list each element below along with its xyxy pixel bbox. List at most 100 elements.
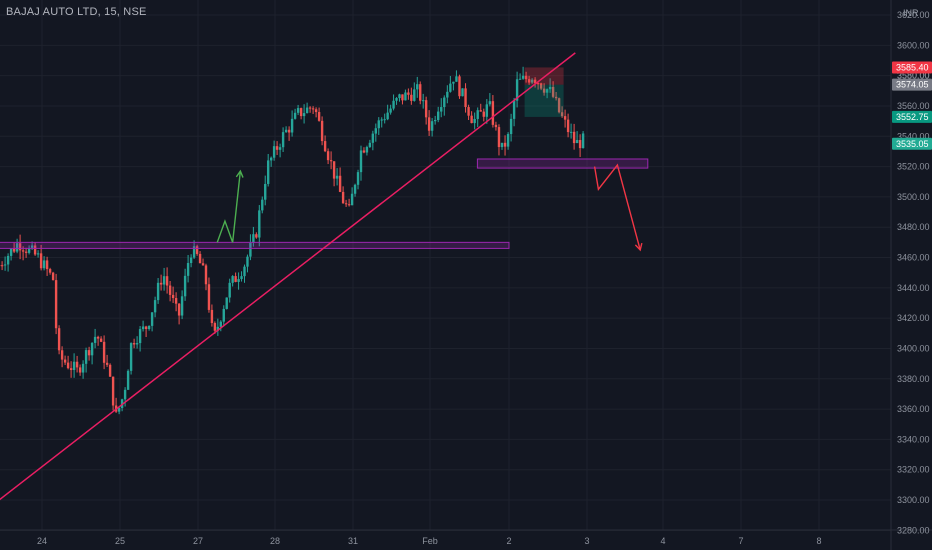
short-position-target-zone[interactable]	[524, 84, 564, 117]
price-badge-label: 3574.05	[896, 80, 929, 90]
candle-body	[560, 112, 564, 117]
candle-body	[147, 325, 151, 329]
candle-body	[60, 350, 64, 360]
candle-body	[180, 296, 184, 316]
candle-body	[433, 119, 437, 122]
candle-body	[407, 92, 410, 95]
candle-body	[39, 253, 43, 269]
candle-body	[335, 175, 339, 179]
candle-body	[126, 370, 130, 390]
candle-body	[491, 101, 495, 125]
candle-body	[84, 350, 88, 364]
candle-body	[515, 79, 519, 101]
candle-body	[102, 341, 106, 363]
price-axis-label: 3340.00	[897, 434, 930, 444]
candle-body	[500, 142, 504, 148]
candle-body	[111, 376, 115, 406]
support-zone-lower[interactable]	[0, 241, 510, 249]
candle-body	[255, 234, 258, 238]
candle-body	[96, 336, 100, 339]
symbol-title: BAJAJ AUTO LTD, 15, NSE	[6, 6, 147, 18]
candle-body	[416, 84, 419, 90]
price-axis-label: 3360.00	[897, 404, 930, 414]
candle-body	[545, 89, 549, 93]
price-badge	[892, 61, 932, 74]
candle-body	[419, 84, 422, 101]
candle-body	[234, 276, 237, 282]
candle-body	[243, 266, 246, 277]
candle-body	[424, 100, 428, 118]
candle-body	[437, 111, 440, 120]
time-axis-label: Feb	[422, 536, 438, 546]
candle-body	[21, 250, 25, 252]
candle-body	[404, 92, 407, 101]
candle-body	[132, 343, 136, 345]
candle-body	[237, 279, 240, 282]
candle-body	[269, 157, 273, 161]
candle-body	[392, 100, 395, 109]
candle-body	[162, 276, 166, 285]
candle-body	[581, 133, 585, 149]
bearish-projection-arrow[interactable]	[593, 163, 641, 251]
candle-body	[506, 134, 510, 147]
candle-body	[557, 98, 561, 113]
candle-body	[278, 147, 282, 150]
candle-body	[213, 323, 217, 331]
candle-body	[518, 78, 522, 80]
candle-body	[3, 264, 7, 266]
candle-body	[389, 108, 392, 113]
candle-body	[410, 94, 413, 101]
candle-body	[246, 256, 249, 267]
candle-body	[0, 265, 4, 267]
candle-body	[204, 265, 208, 285]
candle-body	[524, 75, 528, 80]
price-axis-label: 3520.00	[897, 162, 930, 172]
support-zone-upper[interactable]	[476, 158, 649, 169]
short-position-stop-zone[interactable]	[524, 67, 564, 85]
candle-body	[123, 389, 127, 400]
candle-body	[240, 276, 243, 280]
candle-body	[509, 118, 513, 135]
candle-body	[485, 104, 489, 117]
candle-body	[539, 83, 543, 89]
candle-body	[455, 76, 458, 82]
candle-body	[129, 343, 133, 371]
price-axis-label: 3500.00	[897, 192, 930, 202]
candle-body	[222, 308, 225, 322]
price-axis-panel[interactable]	[891, 0, 932, 550]
candle-body	[168, 285, 172, 295]
candle-body	[293, 112, 297, 119]
candle-body	[329, 160, 333, 162]
candle-body	[45, 260, 49, 270]
candle-body	[374, 128, 378, 134]
candle-body	[48, 269, 52, 273]
price-axis-label: 3300.00	[897, 495, 930, 505]
candle-body	[105, 362, 109, 365]
candle-body	[249, 242, 252, 257]
candle-body	[141, 326, 145, 330]
candle-body	[427, 117, 431, 131]
price-badge	[892, 137, 932, 150]
time-axis-label: 24	[37, 536, 47, 546]
candle-body	[231, 276, 234, 283]
candle-body	[395, 98, 398, 101]
candle-body	[219, 321, 223, 327]
candle-body	[452, 81, 455, 84]
time-axis-label: 4	[660, 536, 665, 546]
rising-trendline[interactable]	[0, 52, 576, 501]
candle-body	[30, 245, 34, 248]
time-axis-label: 31	[348, 536, 358, 546]
candle-body	[323, 141, 327, 152]
candle-body	[503, 142, 507, 147]
candle-body	[198, 253, 202, 264]
candle-body	[362, 150, 366, 153]
candle-body	[578, 140, 582, 149]
candle-body	[470, 115, 473, 124]
bullish-projection-arrow[interactable]	[216, 171, 242, 243]
candle-body	[174, 298, 178, 304]
currency-label: INR	[903, 8, 919, 18]
candle-body	[9, 248, 13, 256]
candle-body	[380, 119, 383, 121]
